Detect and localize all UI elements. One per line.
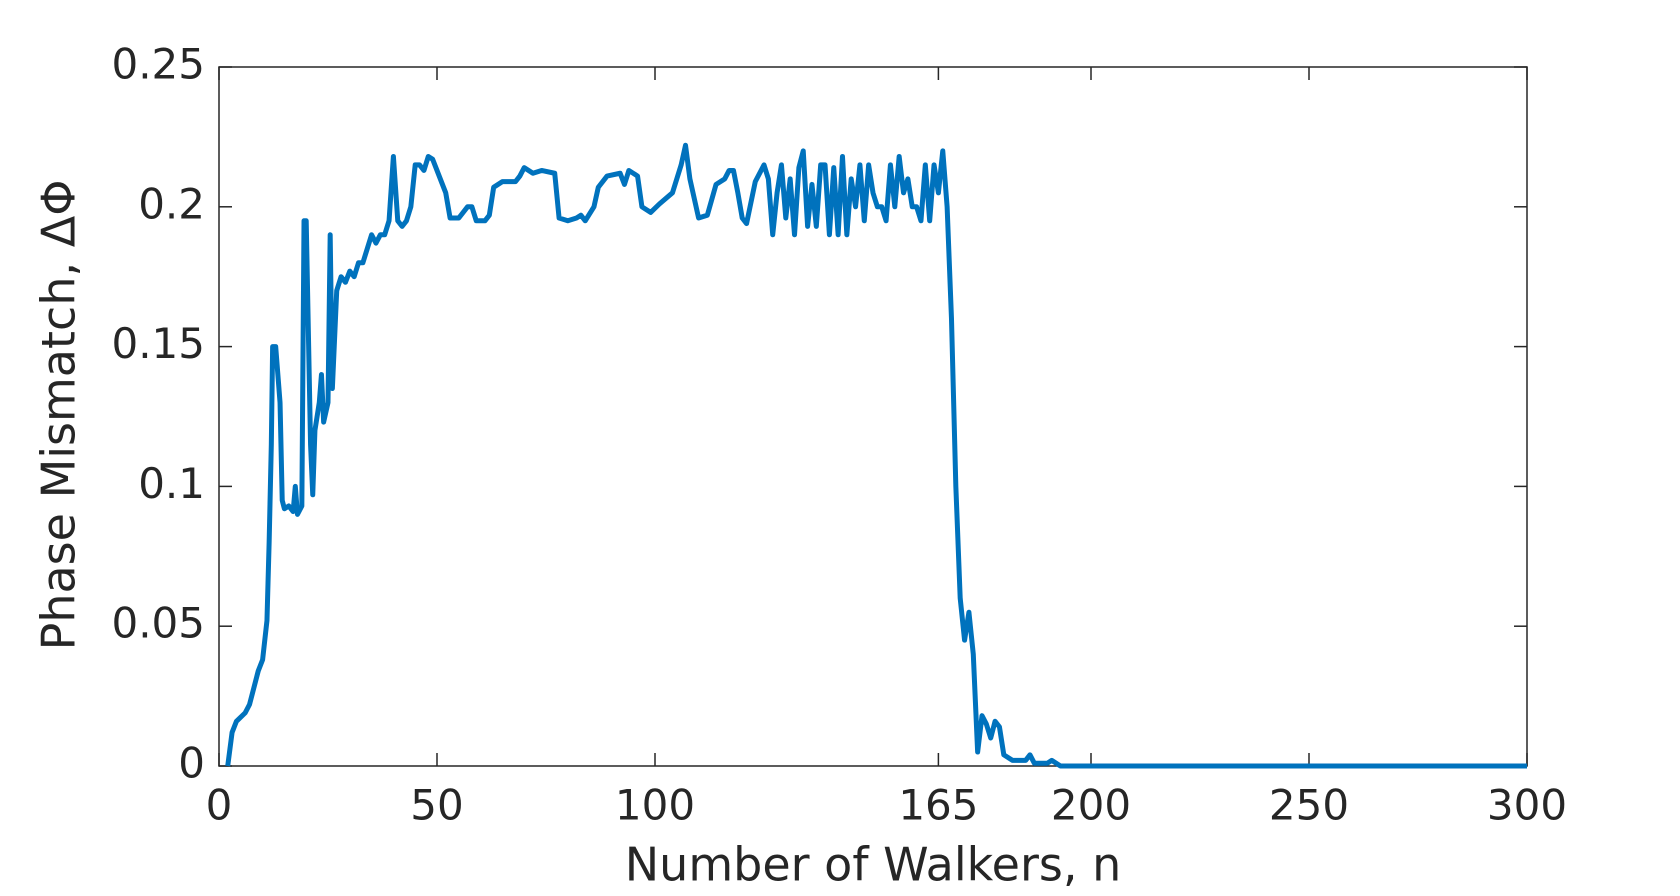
x-tick-label: 165 <box>898 781 978 830</box>
y-tick-label: 0.05 <box>111 599 205 648</box>
x-tick-label: 100 <box>615 781 695 830</box>
y-axis-label: Phase Mismatch, ΔΦ <box>32 180 86 651</box>
y-tick-label: 0.2 <box>138 179 205 228</box>
x-tick-label: 50 <box>410 781 463 830</box>
y-tick-label: 0 <box>178 739 205 788</box>
x-axis-label: Number of Walkers, n <box>625 838 1121 892</box>
plot-area <box>218 66 1528 767</box>
y-tick-label: 0.15 <box>111 319 205 368</box>
x-tick-label: 250 <box>1269 781 1349 830</box>
data-line <box>225 142 1527 769</box>
y-tick-label: 0.25 <box>111 40 205 89</box>
x-tick-label: 0 <box>206 781 233 830</box>
x-tick-label: 300 <box>1487 781 1567 830</box>
y-tick-label: 0.1 <box>138 459 205 508</box>
x-tick-label: 200 <box>1051 781 1131 830</box>
